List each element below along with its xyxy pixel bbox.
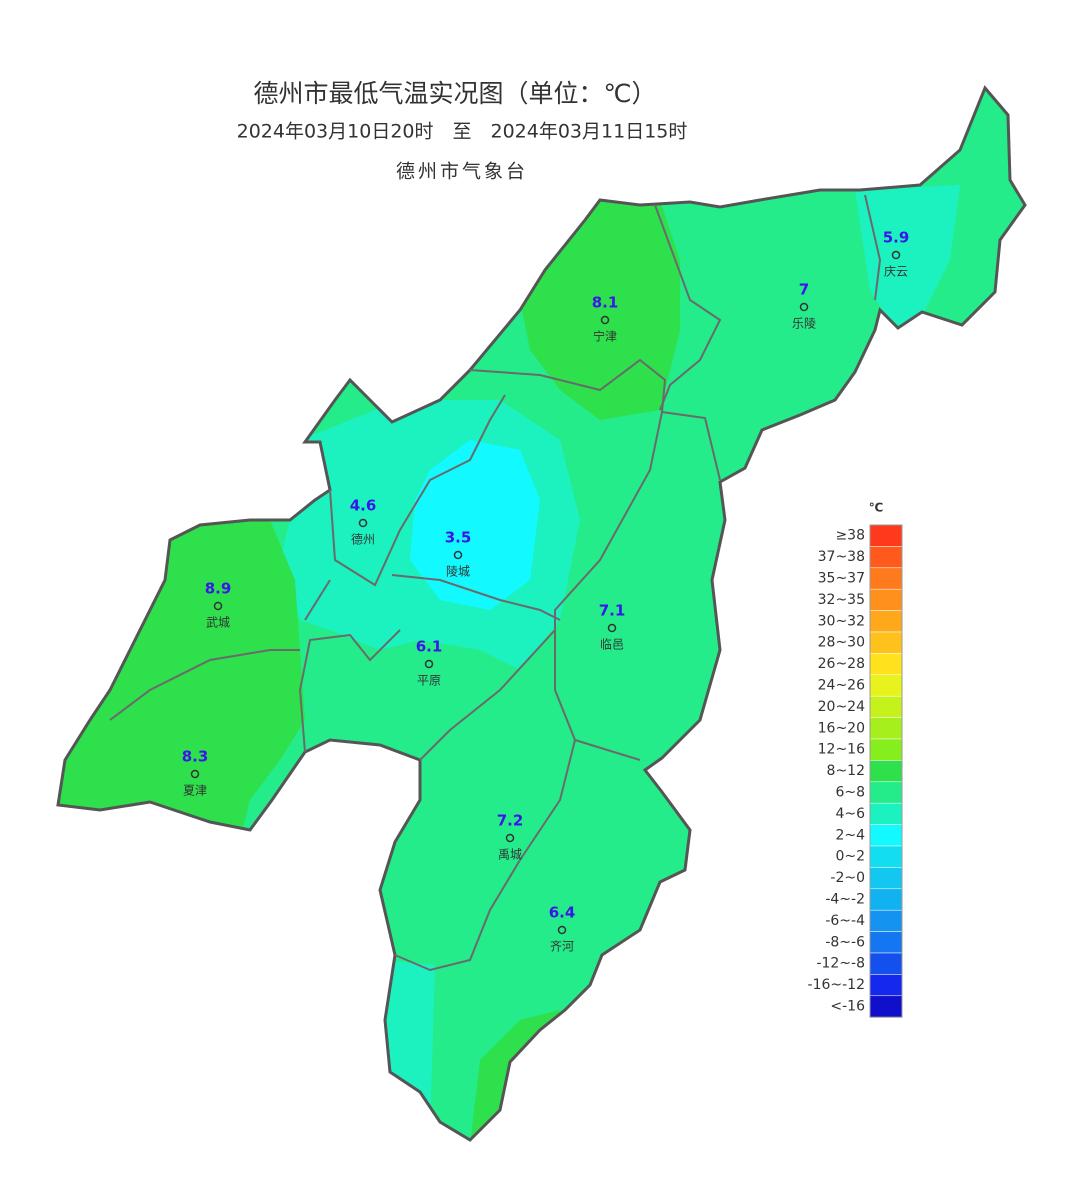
legend-swatch <box>869 952 903 975</box>
station-value: 7.2 <box>497 812 524 830</box>
legend-label: 37~38 <box>818 549 865 565</box>
station-name: 平原 <box>417 674 441 688</box>
legend-swatch <box>869 781 903 804</box>
legend-label: -6~-4 <box>825 913 865 929</box>
legend-label: 26~28 <box>818 656 865 672</box>
legend-label: -2~0 <box>830 870 865 886</box>
legend-swatch <box>869 674 903 697</box>
legend-swatch <box>869 931 903 954</box>
legend-swatch <box>869 695 903 718</box>
station-name: 武城 <box>206 616 230 630</box>
legend-label: -12~-8 <box>816 956 865 972</box>
station-dot <box>358 518 368 528</box>
legend-unit: ℃ <box>869 501 884 515</box>
legend-swatch <box>869 653 903 676</box>
station-dot <box>453 550 463 560</box>
period: 2024年03月10日20时 至 2024年03月11日15时 <box>237 121 688 143</box>
county-borders <box>109 194 882 972</box>
legend-label: <-16 <box>830 999 865 1015</box>
legend-swatch <box>869 546 903 569</box>
station-name: 陵城 <box>446 565 470 579</box>
legend-frame <box>869 524 903 1018</box>
legend-label: 20~24 <box>818 699 865 715</box>
station-name: 夏津 <box>183 784 207 798</box>
legend-swatch <box>869 610 903 633</box>
station-value: 8.3 <box>182 748 209 766</box>
legend-swatch <box>869 995 903 1018</box>
station-value: 8.1 <box>592 294 619 312</box>
legend-label: 12~16 <box>818 742 865 758</box>
station-value: 5.9 <box>883 229 910 247</box>
legend-swatch <box>869 888 903 911</box>
station-name: 庆云 <box>884 265 908 279</box>
station-dot <box>213 601 223 611</box>
station-value: 6.1 <box>416 638 443 656</box>
station-name: 宁津 <box>593 329 617 344</box>
legend-label: 6~8 <box>835 785 865 801</box>
legend-swatch <box>869 588 903 611</box>
station-value: 6.4 <box>549 904 576 922</box>
legend-label: -16~-12 <box>808 977 865 993</box>
legend-swatch <box>869 802 903 825</box>
legend-label: 24~26 <box>818 678 865 694</box>
station-name: 德州 <box>351 532 375 547</box>
legend-label: 30~32 <box>818 613 865 629</box>
legend-swatch <box>869 631 903 654</box>
station-name: 禹城 <box>498 848 522 862</box>
station-value: 4.6 <box>350 497 377 515</box>
legend-swatch <box>869 738 903 761</box>
legend-label: 35~37 <box>818 571 865 587</box>
legend-swatch <box>869 567 903 590</box>
legend-swatch <box>869 824 903 847</box>
station-dot <box>190 769 200 779</box>
title: 德州市最低气温实况图（单位：℃） <box>253 79 656 108</box>
legend-swatch <box>869 717 903 740</box>
legend-swatch <box>869 974 903 997</box>
legend-swatch <box>869 760 903 783</box>
legend-label: 2~4 <box>835 827 865 843</box>
station-dot <box>607 623 617 633</box>
station-name: 齐河 <box>550 939 574 954</box>
legend-label: -8~-6 <box>825 934 865 950</box>
legend-swatch <box>869 524 903 547</box>
legend-swatch <box>869 867 903 890</box>
legend-label: 0~2 <box>835 849 865 865</box>
legend-swatch <box>869 845 903 868</box>
station-name: 乐陵 <box>792 317 816 331</box>
agency: 德州市气象台 <box>396 161 528 183</box>
legend-label: 16~20 <box>818 720 865 736</box>
station-value: 7.1 <box>599 602 626 620</box>
station-name: 临邑 <box>600 638 624 652</box>
legend-label: 28~30 <box>818 635 865 651</box>
legend-label: 32~35 <box>818 592 865 608</box>
station-value: 3.5 <box>445 529 472 547</box>
legend-label: -4~-2 <box>825 892 865 908</box>
station-dot <box>600 315 610 325</box>
legend-swatch <box>869 909 903 932</box>
station-value: 8.9 <box>205 580 232 598</box>
station-dot <box>799 302 809 312</box>
station-dot <box>424 659 434 669</box>
legend-label: 8~12 <box>827 763 865 779</box>
legend-label: ≥38 <box>835 528 865 544</box>
station-dot <box>557 925 567 935</box>
station-dot <box>505 833 515 843</box>
station-value: 7 <box>799 281 809 299</box>
station-dot <box>891 250 901 260</box>
legend-label: 4~6 <box>835 806 865 822</box>
